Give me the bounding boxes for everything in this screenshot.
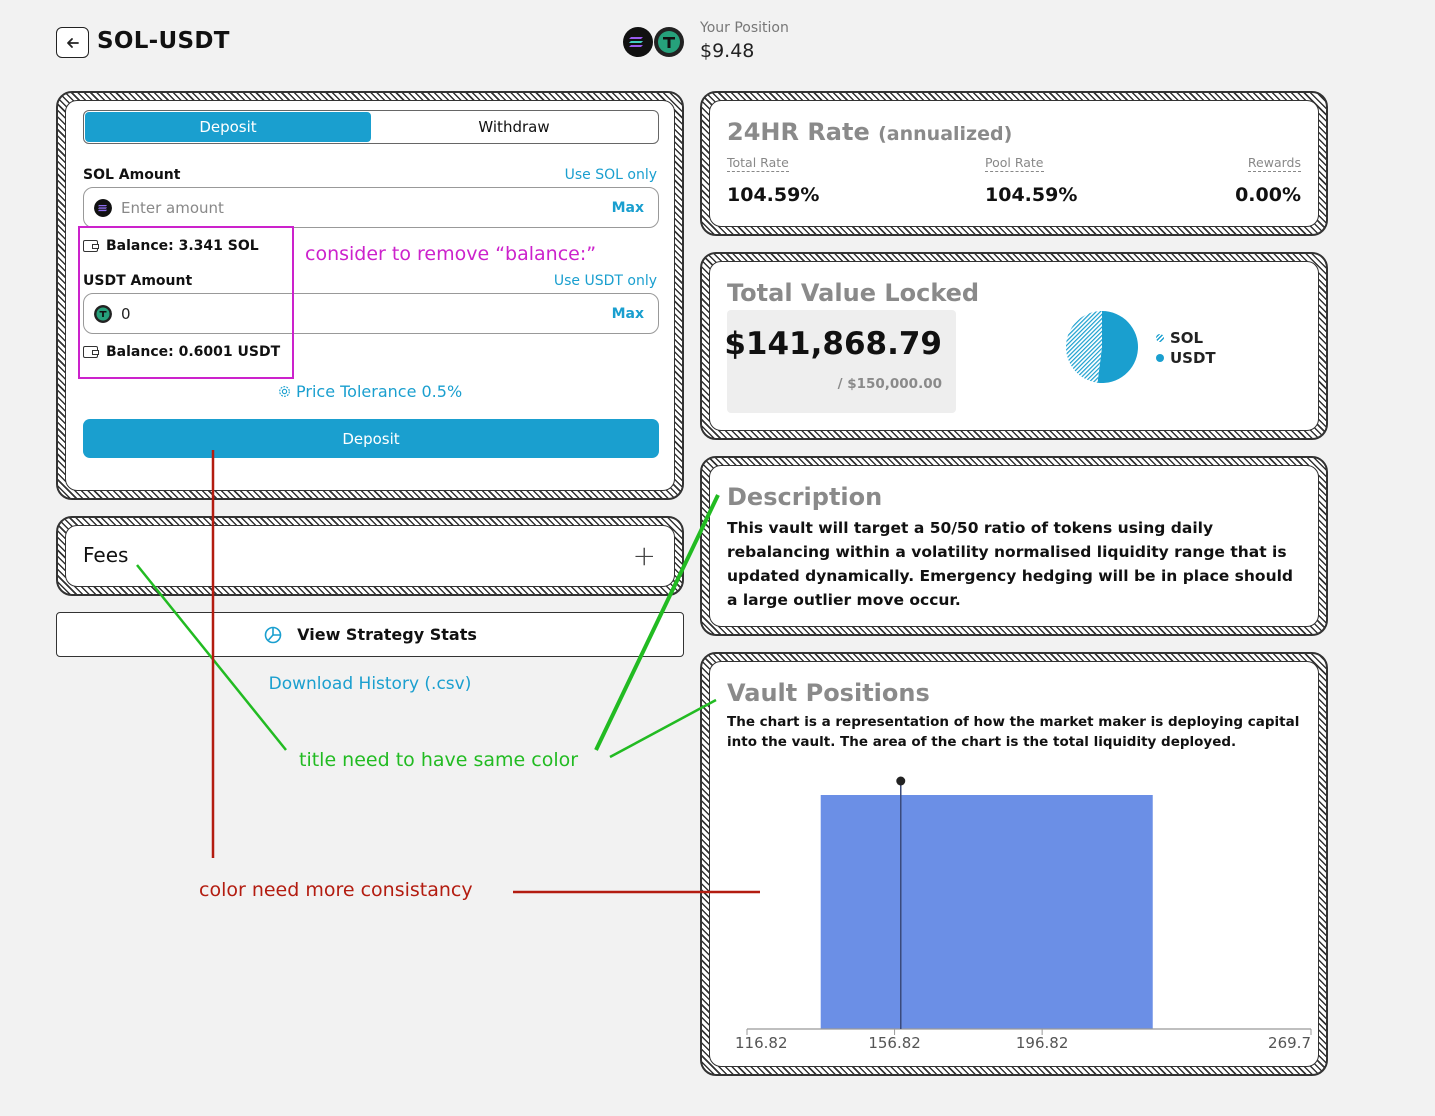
usdt-amount-input[interactable]: 0 Max xyxy=(83,293,659,334)
title-color-annotation: title need to have same color xyxy=(299,749,579,771)
sol-token-icon xyxy=(623,27,653,57)
balance-annotation: consider to remove “balance:” xyxy=(305,243,597,265)
liquidity-bar xyxy=(820,795,1153,1029)
rate-title-suffix: (annualized) xyxy=(878,123,1013,145)
vault-positions-text: The chart is a representation of how the… xyxy=(727,714,1300,750)
tvl-title: Total Value Locked xyxy=(727,279,980,307)
sol-amount-label: SOL Amount xyxy=(83,167,181,183)
x-tick-label: 156.82 xyxy=(868,1034,921,1052)
rate-title-main: 24HR Rate xyxy=(727,118,870,146)
price-tolerance-link[interactable]: Price Tolerance 0.5% xyxy=(278,382,462,401)
sol-amount-placeholder: Enter amount xyxy=(121,198,224,217)
color-consistency-annotation: color need more consistancy xyxy=(199,879,473,901)
view-strategy-stats-label: View Strategy Stats xyxy=(297,625,477,644)
tab-deposit[interactable]: Deposit xyxy=(85,112,371,142)
vault-positions-title: Vault Positions xyxy=(727,679,930,707)
price-tolerance-text: Price Tolerance 0.5% xyxy=(296,382,463,401)
pie-chart-icon xyxy=(264,626,282,643)
position-value: $9.48 xyxy=(700,40,755,62)
fees-title: Fees xyxy=(83,543,129,567)
tvl-box: $141,868.79 / $150,000.00 xyxy=(724,310,956,413)
view-strategy-stats-button[interactable]: View Strategy Stats xyxy=(56,612,684,657)
usdt-amount-value: 0 xyxy=(121,304,131,323)
rate-card: 24HR Rate (annualized) Total Rate 104.59… xyxy=(700,91,1328,236)
usdt-amount-label: USDT Amount xyxy=(83,273,193,289)
tab-withdraw[interactable]: Withdraw xyxy=(478,118,550,136)
description-text: This vault will target a 50/50 ratio of … xyxy=(727,519,1294,609)
sol-balance-text: Balance: 3.341 SOL xyxy=(106,238,259,254)
use-sol-only-link[interactable]: Use SOL only xyxy=(564,167,657,183)
sol-legend-swatch xyxy=(1156,334,1164,342)
pie-slice-usdt xyxy=(1097,311,1138,383)
x-tick-label: 196.82 xyxy=(1016,1034,1069,1052)
usdt-balance-text: Balance: 0.6001 USDT xyxy=(106,344,281,360)
sol-token-icon xyxy=(94,198,112,217)
balance-highlight-box xyxy=(78,226,294,379)
description-title: Description xyxy=(727,483,883,511)
download-history-link[interactable]: Download History (.csv) xyxy=(268,674,472,694)
rewards-value: 0.00% xyxy=(1235,184,1301,206)
arrow-left-icon xyxy=(66,37,79,48)
deposit-card: Deposit Withdraw SOL Amount Use SOL only… xyxy=(56,91,684,500)
pie-slice-sol xyxy=(1066,311,1102,383)
deposit-button[interactable]: Deposit xyxy=(83,419,659,458)
pool-rate-value: 104.59% xyxy=(985,184,1078,206)
vault-positions-chart: 116.82 156.82 196.82 269.7 xyxy=(735,776,1312,1052)
total-rate-value: 104.59% xyxy=(727,184,820,206)
fees-card[interactable]: Fees + xyxy=(56,516,684,596)
usdt-max-button[interactable]: Max xyxy=(611,305,644,322)
vault-positions-card: Vault Positions The chart is a represent… xyxy=(700,652,1328,1076)
back-button[interactable] xyxy=(56,27,89,58)
total-rate-label: Total Rate xyxy=(727,155,789,172)
usdt-legend-swatch xyxy=(1156,354,1164,362)
tvl-card: Total Value Locked $141,868.79 / $150,00… xyxy=(700,252,1328,440)
usdt-balance: Balance: 0.6001 USDT xyxy=(83,344,280,360)
sol-amount-input[interactable]: Enter amount Max xyxy=(83,187,659,228)
rate-card-title: 24HR Rate (annualized) xyxy=(727,118,1012,146)
usdt-token-icon xyxy=(654,27,684,57)
tvl-cap: / $150,000.00 xyxy=(837,376,942,392)
gear-icon xyxy=(279,386,290,397)
position-label: Your Position xyxy=(700,20,789,36)
tvl-legend: SOL USDT xyxy=(1156,328,1216,368)
sol-balance: Balance: 3.341 SOL xyxy=(83,238,259,254)
tvl-value: $141,868.79 xyxy=(724,326,942,362)
x-tick-label: 116.82 xyxy=(735,1034,788,1052)
wallet-icon xyxy=(83,240,99,252)
description-card: Description This vault will target a 50/… xyxy=(700,456,1328,636)
plus-icon[interactable]: + xyxy=(632,539,656,572)
current-price-marker xyxy=(896,776,906,786)
pool-rate-label: Pool Rate xyxy=(985,155,1044,172)
deposit-withdraw-tabs: Deposit Withdraw xyxy=(83,110,659,144)
legend-sol: SOL xyxy=(1170,329,1204,347)
wallet-icon xyxy=(83,346,99,358)
token-pair-icons xyxy=(623,27,684,57)
sol-max-button[interactable]: Max xyxy=(611,199,644,216)
x-tick-label: 269.7 xyxy=(1268,1034,1311,1052)
legend-usdt: USDT xyxy=(1170,349,1216,367)
use-usdt-only-link[interactable]: Use USDT only xyxy=(553,273,657,289)
usdt-token-icon xyxy=(94,304,112,323)
rewards-label: Rewards xyxy=(1247,155,1301,172)
page-title: SOL-USDT xyxy=(97,28,230,54)
tvl-pie-chart xyxy=(1066,311,1138,383)
